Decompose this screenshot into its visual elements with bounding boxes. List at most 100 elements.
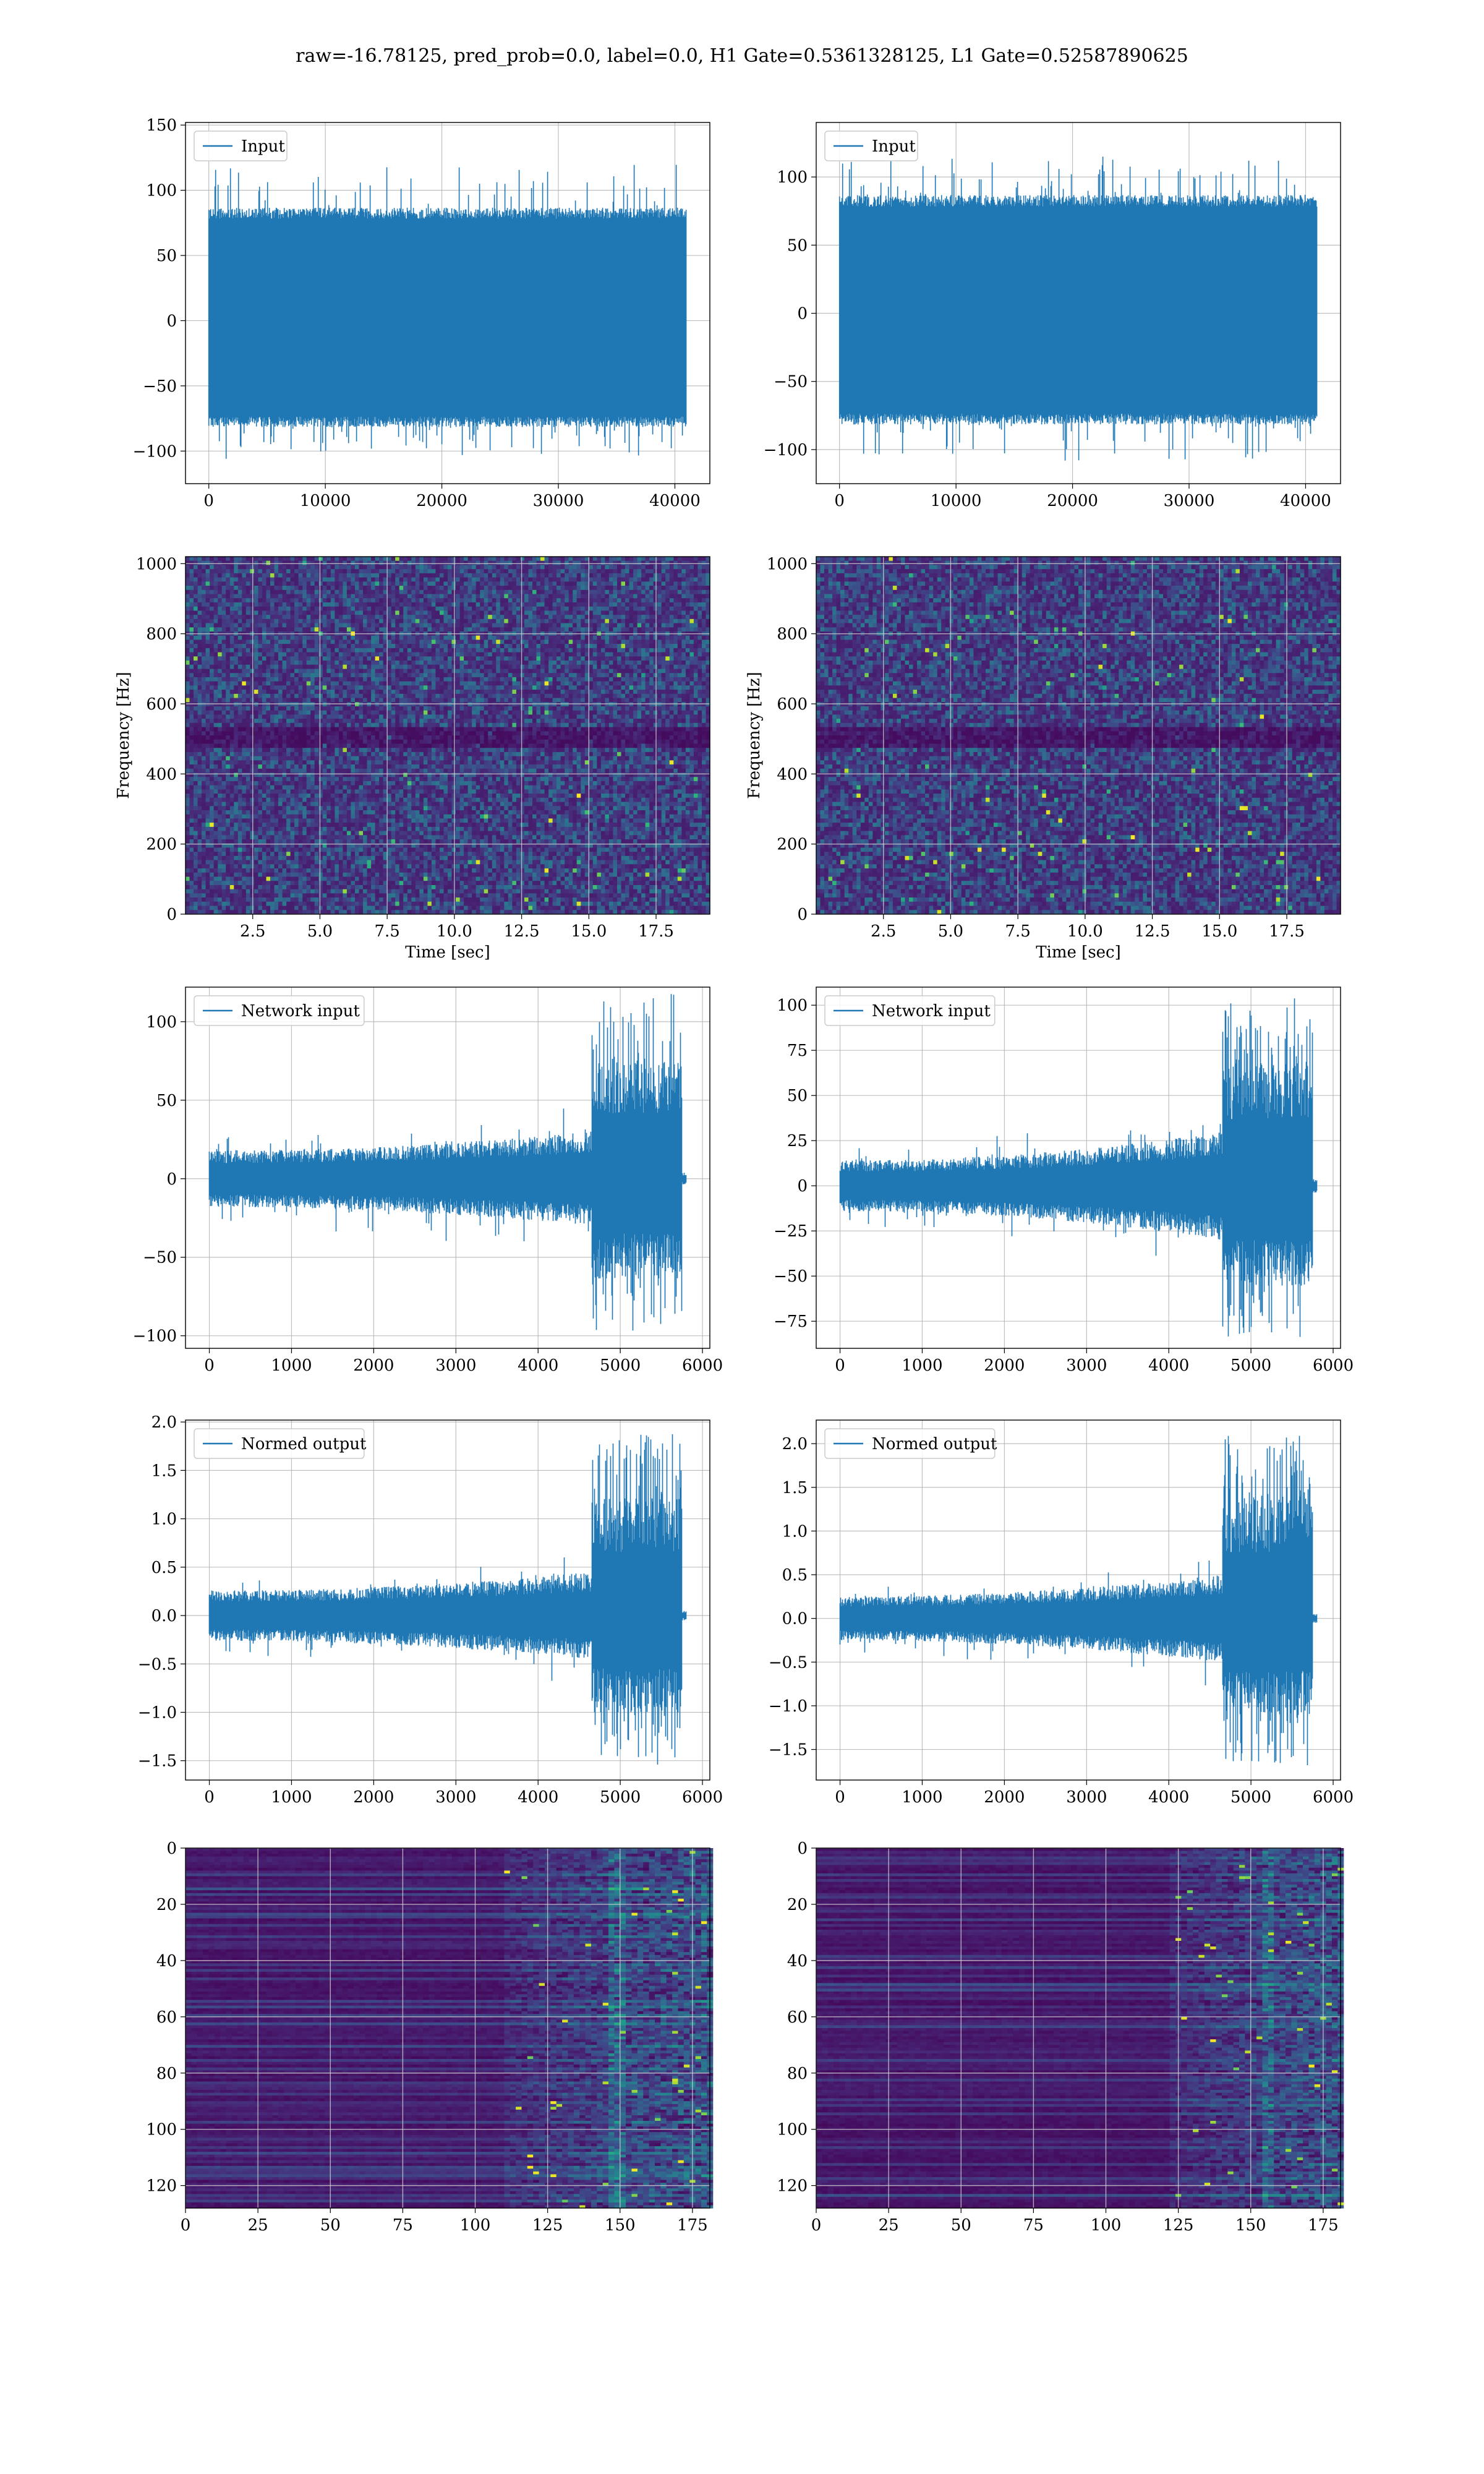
spectrogram-h1-cell [351, 702, 356, 707]
spectrogram-h1-cell [504, 656, 509, 661]
spectrogram-h1-cell [613, 618, 618, 624]
spectrogram-h1-cell [346, 598, 351, 603]
spectrogram-h1-cell [229, 586, 234, 591]
spectrogram-h1-cell [330, 702, 335, 707]
spectrogram-h1-cell [512, 635, 517, 640]
spectrogram-h1-cell [516, 598, 521, 603]
spectrogram-h1-cell [282, 693, 287, 699]
spectrogram-h1-cell [536, 685, 541, 690]
spectrogram-h1-cell [359, 598, 364, 603]
spectrogram-h1-cell [685, 685, 690, 690]
spectrogram-h1-cell [456, 644, 461, 649]
spectrogram-h1-cell [673, 565, 678, 570]
spectrogram-h1-cell [218, 557, 223, 562]
spectrogram-h1-cell [573, 690, 578, 695]
spectrogram-h1-cell [338, 581, 343, 586]
spectrogram-h1-cell [415, 615, 420, 620]
spectrogram-h1-cell [693, 589, 698, 595]
spectrogram-h1-cell [524, 610, 529, 615]
input-l1-ytick-label: 0 [797, 305, 808, 323]
spectrogram-h1-cell [661, 573, 666, 578]
spectrogram-h1-cell [608, 606, 613, 611]
spectrogram-h1-cell [318, 560, 323, 565]
spectrogram-h1-cell [597, 618, 602, 624]
spectrogram-h1-cell [310, 573, 315, 578]
spectrogram-h1-cell [653, 661, 658, 666]
spectrogram-h1-cell [359, 615, 364, 620]
spectrogram-h1-cell [411, 598, 416, 603]
spectrogram-h1-cell [633, 623, 638, 628]
spectrogram-h1-cell [552, 565, 557, 570]
spectrogram-h1-cell [613, 606, 618, 611]
spectrogram-h1-cell [456, 710, 461, 715]
spectrogram-h1-cell [451, 565, 456, 570]
spectrogram-h1-cell [702, 581, 707, 586]
spectrogram-h1-cell [326, 640, 331, 644]
spectrogram-h1-cell [330, 648, 335, 653]
spectrogram-h1-cell [565, 560, 569, 565]
spectrogram-h1-cell [427, 673, 432, 678]
spectrogram-h1-cell [504, 644, 509, 649]
spectrogram-h1-cell [270, 573, 275, 578]
spectrogram-h1-cell [605, 581, 610, 586]
spectrogram-h1-cell [589, 706, 594, 711]
spectrogram-h1-cell [435, 635, 440, 640]
spectrogram-h1-cell [621, 656, 626, 661]
spectrogram-h1-cell [488, 690, 493, 695]
spectrogram-h1-cell [589, 606, 594, 611]
spectrogram-h1-cell [677, 615, 682, 620]
spectrogram-h1-cell [262, 656, 267, 661]
spectrogram-h1-cell [508, 656, 513, 661]
spectrogram-h1-cell [237, 710, 242, 715]
spectrogram-h1-cell [435, 618, 440, 624]
spectrogram-h1-cell [673, 702, 678, 707]
spectrogram-h1-cell [226, 565, 231, 570]
spectrogram-h1-cell [371, 685, 376, 690]
spectrogram-h1-cell [532, 661, 537, 666]
spectrogram-h1-cell [335, 693, 339, 699]
spectrogram-h1-cell [597, 652, 602, 657]
spectrogram-h1-cell [467, 698, 472, 703]
spectrogram-h1-cell [213, 560, 218, 565]
spectrogram-h1-cell [665, 681, 670, 686]
spectrogram-h1-cell [213, 669, 218, 674]
spectrogram-h1-cell [234, 706, 239, 711]
spectrogram-h1-cell [367, 677, 372, 682]
spectrogram-h1-cell [645, 627, 650, 632]
spectrogram-h1-cell [197, 635, 202, 640]
spectrogram-h1-cell [435, 690, 440, 695]
spectrogram-h1-cell [480, 656, 485, 661]
spectrogram-h1-cell [306, 685, 311, 690]
spectrogram-h1-cell [242, 664, 247, 669]
spectrogram-h1-cell [516, 681, 521, 686]
spectrogram-h1-cell [524, 569, 529, 574]
spectrogram-h1-cell [205, 586, 210, 591]
spectrogram-h1-cell [702, 706, 707, 711]
spectrogram-h1-cell [338, 598, 343, 603]
spectrogram-h1-cell [427, 644, 432, 649]
spectrogram-h1-cell [218, 606, 223, 611]
spectrogram-h1-cell [560, 557, 565, 562]
spectrogram-h1-cell [387, 586, 392, 591]
spectrogram-h1-cell [375, 681, 380, 686]
spectrogram-h1-cell [464, 586, 469, 591]
spectrogram-h1-cell [504, 640, 509, 644]
spectrogram-h1-cell [568, 615, 573, 620]
spectrogram-h1-cell [306, 681, 311, 686]
spectrogram-h1-cell [451, 635, 456, 640]
spectrogram-h1-cell [508, 635, 513, 640]
spectrogram-h1-cell [302, 681, 307, 686]
spectrogram-h1-cell [363, 677, 368, 682]
spectrogram-h1-cell [411, 648, 416, 653]
spectrogram-h1-cell [302, 598, 307, 603]
spectrogram-h1-cell [379, 581, 384, 586]
spectrogram-h1-cell [520, 698, 525, 703]
spectrogram-h1-cell [218, 569, 223, 574]
spectrogram-h1-cell [226, 698, 231, 703]
spectrogram-h1-cell [600, 627, 605, 632]
spectrogram-h1-cell [318, 652, 323, 657]
spectrogram-h1-cell [371, 627, 376, 632]
spectrogram-h1-cell [355, 560, 360, 565]
spectrogram-h1-cell [435, 706, 440, 711]
spectrogram-h1-cell [581, 594, 586, 599]
